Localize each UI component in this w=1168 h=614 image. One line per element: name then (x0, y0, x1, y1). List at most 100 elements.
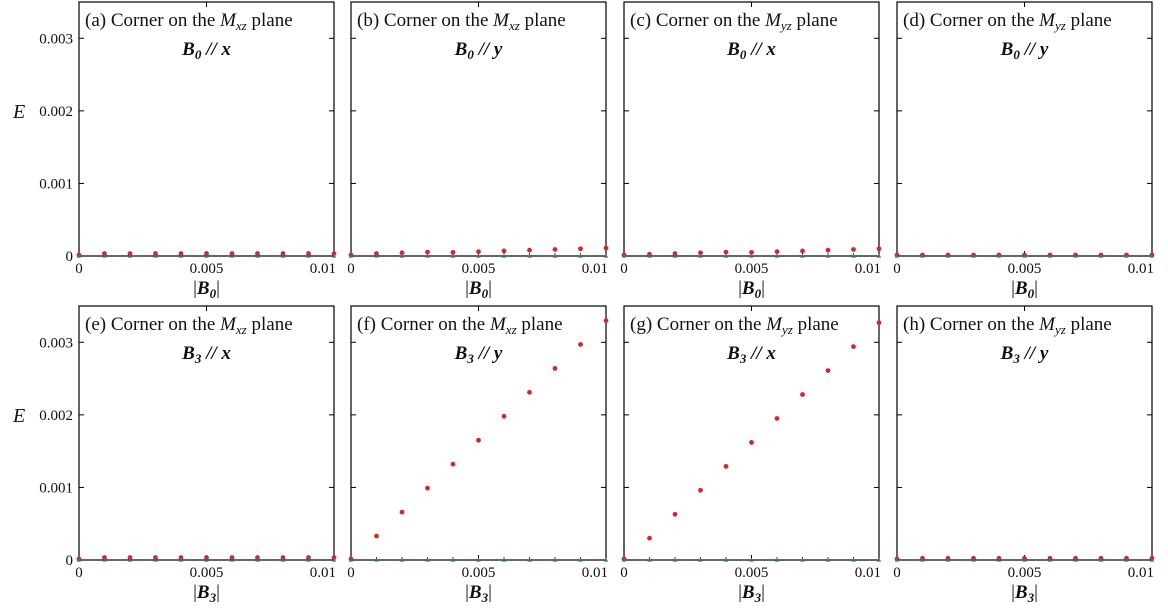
data-point-series-2 (280, 253, 286, 258)
data-point-series-1 (603, 318, 609, 323)
data-point-series-2 (425, 557, 430, 562)
data-point-series-2 (698, 253, 703, 258)
data-point-series-1 (306, 555, 311, 560)
x-tick-label: 0.005 (735, 565, 769, 581)
data-point-series-2 (1022, 557, 1027, 562)
data-point-series-1 (102, 251, 107, 256)
data-point-series-2 (127, 557, 133, 562)
data-point-series-2 (552, 253, 558, 258)
data-point-series-1 (204, 251, 209, 256)
data-point-series-2 (1149, 557, 1155, 562)
data-point-series-1 (578, 246, 583, 252)
data-point-series-1 (476, 437, 481, 443)
data-point-series-2 (476, 253, 481, 258)
x-tick-label: 0.005 (462, 261, 496, 277)
data-point-series-1 (749, 440, 754, 445)
data-point-series-1 (229, 555, 235, 560)
x-tick-label: 0 (620, 565, 628, 581)
x-tick-label: 0.01 (310, 261, 336, 277)
data-point-series-2 (920, 557, 925, 562)
x-tick-label: 0.01 (855, 565, 881, 581)
data-point-series-1 (204, 555, 209, 560)
x-axis-label: |B3| (193, 582, 220, 605)
data-point-series-2 (1073, 253, 1078, 258)
x-tick-label: 0.01 (1128, 261, 1154, 277)
data-point-series-2 (127, 253, 133, 258)
data-point-series-2 (399, 557, 405, 562)
panel-title: (d) Corner on the Myz plane (903, 10, 1112, 33)
x-tick-label: 0 (893, 261, 901, 277)
data-point-series-2 (204, 557, 209, 562)
x-axis-label: |B0| (738, 278, 765, 301)
data-point-series-2 (1073, 557, 1078, 562)
data-point-series-1 (552, 366, 558, 371)
data-point-series-1 (774, 416, 780, 421)
data-point-series-2 (255, 253, 260, 258)
data-point-series-2 (450, 253, 456, 258)
data-point-series-1 (501, 413, 507, 419)
data-point-series-1 (399, 250, 405, 256)
x-tick-label: 0.01 (1128, 565, 1154, 581)
data-point-series-2 (894, 557, 900, 562)
data-point-series-1 (127, 555, 133, 560)
data-point-series-1 (800, 248, 805, 254)
data-point-series-1 (723, 249, 729, 255)
panel-title: (b) Corner on the Mxz plane (357, 10, 566, 33)
data-point-series-2 (102, 557, 107, 562)
field-direction-label: B0 // y (1000, 39, 1049, 62)
data-point-series-1 (425, 485, 430, 491)
data-point-series-2 (1124, 253, 1129, 258)
x-tick-label: 0.01 (582, 565, 608, 581)
data-point-series-1 (374, 533, 379, 539)
data-point-series-1 (723, 463, 729, 469)
data-point-series-2 (204, 253, 209, 258)
panel-g: 0 0.005 0.01 |B3| (g) Corner on the Myz plan… (620, 305, 882, 605)
data-point-series-1 (374, 251, 379, 256)
panel-a: 0 0.005 0.01 0 0.001 0.002 0.003 E |B0| (a) Corne… (12, 1, 337, 301)
data-point-series-2 (527, 557, 532, 562)
x-tick-label: 0.01 (855, 261, 881, 277)
data-point-series-1 (825, 368, 831, 373)
data-point-series-2 (621, 557, 627, 562)
data-point-series-2 (527, 253, 532, 258)
x-tick-label: 0 (347, 565, 355, 581)
data-point-series-2 (945, 557, 951, 562)
data-point-series-1 (178, 555, 184, 560)
data-point-series-1 (603, 245, 609, 251)
x-tick-label: 0.01 (582, 261, 608, 277)
data-point-series-1 (127, 251, 133, 256)
panel-h: 0 0.005 0.01 |B3| (h) Corner on the Myz plan… (893, 305, 1155, 605)
data-point-series-1 (698, 250, 703, 256)
data-point-series-2 (280, 557, 286, 562)
panel-title: (h) Corner on the Myz plane (903, 314, 1112, 337)
data-point-series-2 (996, 557, 1002, 562)
field-direction-label: B3 // y (1000, 343, 1049, 366)
data-point-series-2 (229, 253, 235, 258)
x-axis-label: |B0| (1011, 278, 1038, 301)
data-point-series-1 (153, 555, 158, 560)
data-point-series-1 (527, 247, 532, 253)
data-point-series-1 (552, 247, 558, 252)
panel-b: 0 0.005 0.01 |B0| (b) Corner on the Mxz plan… (347, 1, 609, 301)
field-direction-label: B0 // x (181, 39, 231, 62)
y-tick-label: 0.003 (39, 335, 73, 351)
data-point-series-2 (800, 557, 805, 562)
panel-title: (f) Corner on the Mxz plane (357, 314, 563, 337)
data-point-series-1 (851, 247, 856, 252)
x-tick-label: 0.005 (1008, 261, 1042, 277)
data-point-series-1 (280, 555, 286, 560)
data-point-series-2 (723, 253, 729, 258)
data-point-series-2 (76, 253, 82, 258)
y-axis-label: E (12, 405, 25, 427)
panel-d: 0 0.005 0.01 |B0| (d) Corner on the Myz plan… (893, 1, 1155, 301)
data-point-series-2 (178, 253, 184, 258)
data-point-series-2 (348, 557, 354, 562)
data-point-series-2 (450, 557, 456, 562)
data-point-series-1 (749, 249, 754, 255)
data-point-series-2 (501, 557, 507, 562)
data-point-series-2 (552, 557, 558, 562)
data-point-series-2 (876, 253, 882, 258)
x-axis-label: |B0| (465, 278, 492, 301)
data-point-series-2 (945, 253, 951, 258)
